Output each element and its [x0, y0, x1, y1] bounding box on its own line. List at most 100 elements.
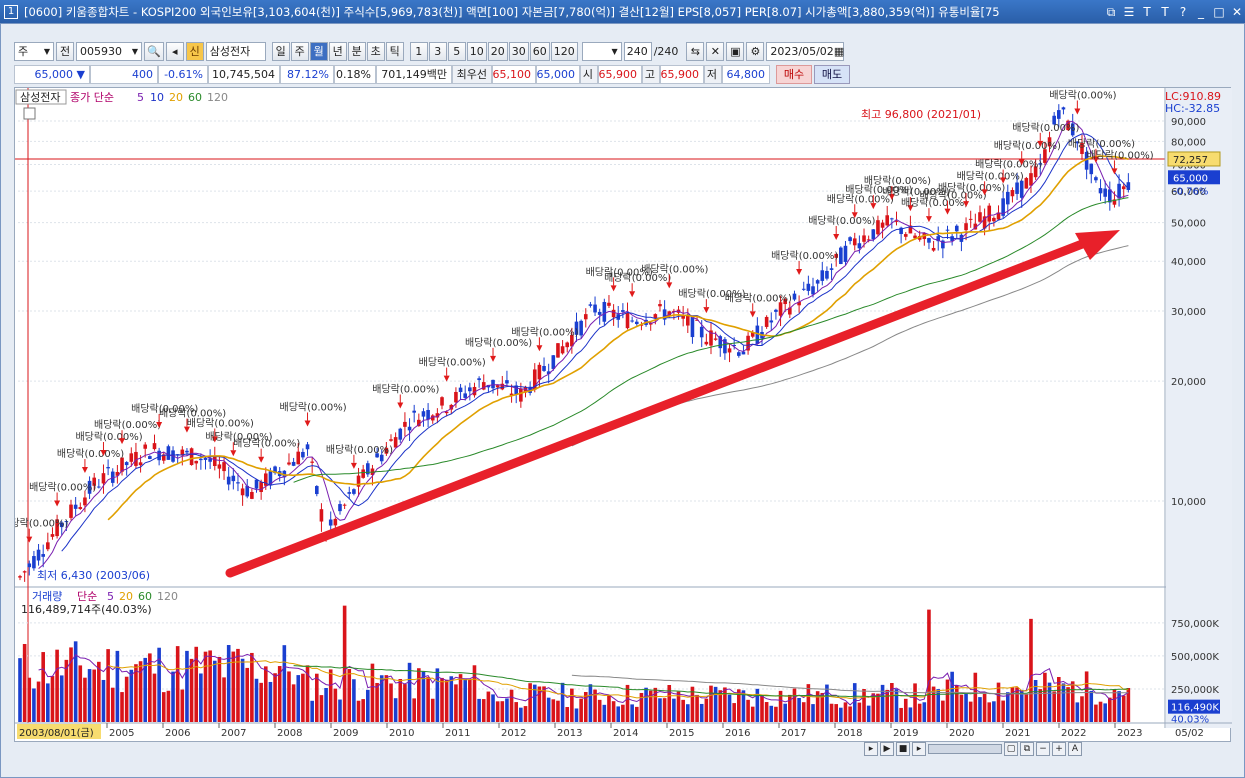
- volume-bar: [1029, 618, 1033, 722]
- scrollbar[interactable]: [928, 744, 1002, 754]
- interval-button-0[interactable]: 1: [409, 41, 428, 61]
- dividend-label: 배당락(0.00%): [957, 170, 1024, 182]
- volume-bar: [250, 652, 254, 722]
- maximize-icon[interactable]: □: [1213, 4, 1225, 19]
- candle-body: [22, 571, 27, 573]
- calendar-icon[interactable]: ▦: [833, 44, 845, 58]
- volume-bar: [171, 671, 175, 722]
- list-icon[interactable]: ☰: [1123, 4, 1135, 19]
- volume-bar: [1038, 689, 1043, 722]
- dividend-label: 배당락(0.00%): [511, 326, 578, 338]
- gear-icon[interactable]: ⚙: [746, 41, 765, 61]
- candle-body: [342, 504, 347, 506]
- volume-bar: [27, 677, 32, 722]
- candle-body: [129, 453, 134, 462]
- interval-button-3[interactable]: 10: [466, 41, 487, 61]
- volume-bar: [180, 689, 185, 722]
- volume-bar: [22, 644, 27, 722]
- date-input[interactable]: 2023/05/02 ▦: [766, 41, 845, 61]
- interval-button-4[interactable]: 20: [487, 41, 508, 61]
- text-icon[interactable]: T: [1161, 4, 1169, 19]
- stock-code-input[interactable]: 005930 ▼: [76, 41, 142, 61]
- link-icon[interactable]: ⧉: [1106, 4, 1116, 19]
- candle-body: [945, 229, 950, 231]
- interval-button-5[interactable]: 30: [508, 41, 529, 61]
- chart-svg[interactable]: 배당락(0.00%) 배당락(0.00%) 배당락(0.00%) 배당락(0.00%)…: [1, 61, 1232, 743]
- volume-bar: [64, 659, 69, 722]
- scroll-left-icon[interactable]: ▸: [864, 742, 878, 756]
- speaker-icon[interactable]: ◂: [165, 41, 184, 61]
- best-label: 최우선: [452, 64, 492, 84]
- period-tab-2[interactable]: 월: [309, 41, 328, 61]
- grid-toggle-icon[interactable]: [23, 107, 36, 120]
- chart-tool-icon[interactable]: ⇆: [686, 41, 705, 61]
- dividend-label: 배당락(0.00%): [94, 419, 161, 431]
- play-icon[interactable]: ▶: [880, 742, 894, 756]
- candle-body: [412, 410, 416, 413]
- font-icon[interactable]: A: [1068, 742, 1082, 756]
- period-tab-4[interactable]: 분: [347, 41, 366, 61]
- candle-body: [366, 463, 370, 475]
- volume-bar: [161, 692, 166, 722]
- interval-button-1[interactable]: 3: [428, 41, 447, 61]
- dividend-label: 배당락(0.00%): [15, 518, 69, 530]
- save-icon[interactable]: ▣: [726, 41, 745, 61]
- period-tab-3[interactable]: 년: [328, 41, 347, 61]
- candle-body: [1075, 141, 1080, 144]
- close-icon[interactable]: ✕: [1231, 4, 1243, 19]
- candle-body: [1108, 189, 1112, 203]
- buy-button[interactable]: 매수: [776, 64, 812, 84]
- candle-body: [982, 216, 987, 229]
- interval-button-6[interactable]: 60: [529, 41, 550, 61]
- scroll-right-icon[interactable]: ▸: [912, 742, 926, 756]
- dividend-label: 배당락(0.00%): [1068, 138, 1135, 150]
- zoom-out-icon[interactable]: −: [1036, 742, 1050, 756]
- font-size-icon[interactable]: T: [1143, 4, 1151, 19]
- volume-bar: [862, 689, 866, 722]
- current-price-pct: -0.76%: [1173, 186, 1208, 197]
- volume-bar: [296, 675, 301, 722]
- period-tab-0[interactable]: 일: [271, 41, 290, 61]
- candle-body: [611, 309, 616, 318]
- candle-body: [282, 470, 287, 478]
- candle-body: [333, 518, 338, 526]
- candle-body: [50, 534, 55, 537]
- period-tab-5[interactable]: 초: [366, 41, 385, 61]
- interval-select[interactable]: ▼: [581, 41, 622, 61]
- candle-body: [551, 355, 556, 369]
- interval-button-2[interactable]: 5: [447, 41, 466, 61]
- volume-bar: [941, 700, 945, 722]
- candle-body: [152, 443, 157, 450]
- candle-body: [769, 320, 774, 323]
- crosshair-icon[interactable]: ✕: [706, 41, 725, 61]
- candle-body: [532, 369, 537, 390]
- chart-area[interactable]: 배당락(0.00%) 배당락(0.00%) 배당락(0.00%) 배당락(0.00%)…: [1, 61, 1232, 743]
- market-select[interactable]: 주 ▼: [14, 41, 54, 61]
- volume-bar: [106, 649, 110, 722]
- period-tab-6[interactable]: 틱: [385, 41, 404, 61]
- candle-body: [662, 309, 667, 320]
- period-tab-1[interactable]: 주: [290, 41, 309, 61]
- minimize-icon[interactable]: _: [1198, 4, 1204, 19]
- candle-body: [1029, 173, 1033, 186]
- jeon-button[interactable]: 전: [56, 41, 74, 61]
- candle-body: [194, 460, 199, 464]
- volume-bar: [579, 698, 583, 722]
- sell-button[interactable]: 매도: [814, 64, 850, 84]
- copy-icon[interactable]: ⧉: [1020, 742, 1034, 756]
- help-icon[interactable]: ?: [1179, 4, 1187, 19]
- candle-body: [797, 301, 801, 306]
- current-price-box: [1168, 170, 1220, 185]
- volume-bar: [737, 689, 741, 722]
- interval-button-7[interactable]: 120: [550, 41, 578, 61]
- zoom-in-icon[interactable]: +: [1052, 742, 1066, 756]
- count-input[interactable]: 240: [623, 41, 652, 61]
- candle-body: [825, 270, 829, 279]
- search-icon[interactable]: 🔍: [144, 41, 164, 61]
- zoom-fit-icon[interactable]: ▢: [1004, 742, 1018, 756]
- volume-bar: [732, 703, 736, 722]
- shin-button[interactable]: 신: [185, 41, 204, 61]
- dividend-marker: [54, 500, 61, 507]
- stop-icon[interactable]: ■: [896, 742, 910, 756]
- volume-bar: [166, 690, 171, 722]
